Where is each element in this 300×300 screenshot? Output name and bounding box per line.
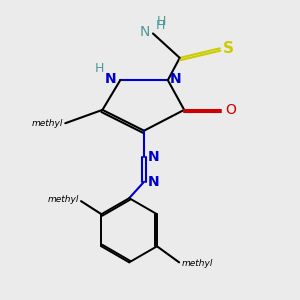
Text: N: N bbox=[148, 149, 159, 164]
Text: H: H bbox=[95, 62, 104, 75]
Text: N: N bbox=[140, 25, 150, 39]
Text: H: H bbox=[157, 15, 166, 28]
Text: N: N bbox=[169, 72, 181, 86]
Text: S: S bbox=[223, 41, 234, 56]
Text: N: N bbox=[148, 175, 159, 189]
Text: O: O bbox=[225, 103, 236, 117]
Text: methyl: methyl bbox=[47, 195, 79, 204]
Text: methyl: methyl bbox=[32, 119, 63, 128]
Text: N: N bbox=[105, 72, 117, 86]
Text: methyl: methyl bbox=[182, 259, 213, 268]
Text: H: H bbox=[156, 19, 165, 32]
